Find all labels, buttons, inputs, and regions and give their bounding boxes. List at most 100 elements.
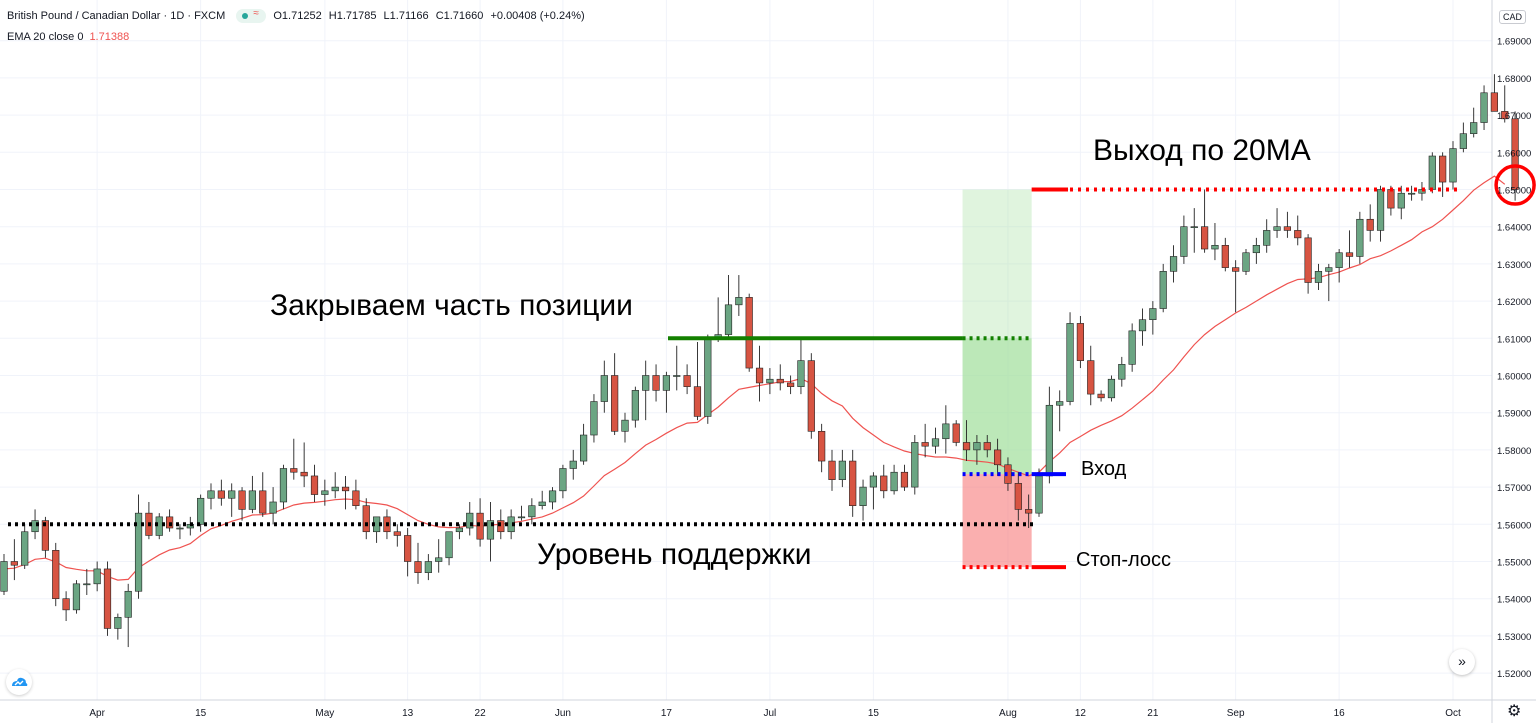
candle-up <box>1376 185 1385 242</box>
candle-up <box>1149 301 1157 335</box>
candle-body <box>1056 401 1064 406</box>
price-axis[interactable]: 1.52000 1.53000 1.54000 1.55000 1.56000 1.570… <box>1497 37 1531 680</box>
candle-body <box>590 401 598 436</box>
position-zones <box>962 189 1032 568</box>
candle-body <box>652 375 660 391</box>
market-status-badge[interactable]: ≈ <box>236 8 267 23</box>
candle-body <box>290 468 298 473</box>
candle-down <box>818 423 826 473</box>
candle-body <box>517 516 526 519</box>
candle-body <box>797 360 805 387</box>
candle-up <box>631 386 639 428</box>
candle-up <box>1066 312 1074 406</box>
time-tick-label: 22 <box>475 708 487 719</box>
candle-down <box>683 364 691 395</box>
candle-down <box>217 479 225 506</box>
candle-up <box>1118 356 1126 387</box>
candle-body <box>404 535 412 562</box>
chart-legend: British Pound / Canadian Dollar · 1D · F… <box>7 8 589 23</box>
time-tick-label: Aug <box>999 708 1017 719</box>
candle-up <box>228 483 236 517</box>
candle-body <box>197 497 205 525</box>
ema-20-line <box>3 175 1506 581</box>
candle-body <box>1149 308 1157 321</box>
candle-up <box>714 297 722 343</box>
candle-up <box>1242 249 1250 276</box>
time-tick-label: 13 <box>402 708 414 719</box>
candle-up <box>579 423 588 465</box>
candle-body <box>393 531 401 536</box>
candle-body <box>217 490 225 499</box>
candle-body <box>1314 271 1323 283</box>
candle-body <box>10 561 18 566</box>
candle-down <box>880 464 888 499</box>
support-label: Уровень поддержки <box>537 538 812 571</box>
symbol-title[interactable]: British Pound / Canadian Dollar · 1D · F… <box>7 9 226 22</box>
price-tick-label: 1.59000 <box>1497 409 1531 420</box>
candle-down <box>1232 260 1240 313</box>
candle-up <box>538 490 546 510</box>
candle-body <box>993 449 1002 466</box>
candle-body <box>662 375 670 391</box>
candle-down <box>1501 85 1509 123</box>
time-tick-label: Jun <box>555 708 571 719</box>
candle-up <box>1128 323 1136 372</box>
candle-body <box>486 520 495 540</box>
time-tick-label: Apr <box>89 708 105 719</box>
candle-down <box>745 293 753 372</box>
candle-down <box>1304 234 1312 294</box>
candle-up <box>1107 375 1116 402</box>
candle-down <box>652 364 660 402</box>
candle-body <box>1118 364 1126 380</box>
tradingview-logo[interactable] <box>6 669 32 695</box>
candle-up <box>1273 208 1281 238</box>
candle-body <box>1201 226 1209 250</box>
candle-body <box>1273 226 1281 231</box>
scroll-to-realtime-button[interactable]: » <box>1449 649 1475 675</box>
candle-up <box>548 487 557 510</box>
candle-down <box>1014 472 1022 521</box>
exit-label: Выход по 20MA <box>1093 134 1311 167</box>
candle-up <box>859 479 867 521</box>
candle-body <box>476 512 484 540</box>
candle-down <box>103 561 112 636</box>
candle-body <box>1138 319 1147 332</box>
candle-up <box>435 539 443 573</box>
candle-up <box>797 338 805 395</box>
candle-body <box>41 520 49 551</box>
candle-body <box>1449 148 1457 183</box>
candle-body <box>1501 111 1509 120</box>
candle-up <box>486 501 495 562</box>
candle-down <box>693 342 702 421</box>
candle-down <box>1345 230 1354 268</box>
candle-down <box>755 345 764 402</box>
ema-legend[interactable]: EMA 20 close 0 1.71388 <box>7 31 129 43</box>
candle-body <box>952 423 960 443</box>
candle-body <box>93 568 101 585</box>
candle-up <box>600 360 608 413</box>
price-tick-label: 1.62000 <box>1497 297 1531 308</box>
candle-body <box>238 490 246 510</box>
candle-body <box>890 471 898 492</box>
candle-body <box>1335 252 1343 268</box>
candle-body <box>683 375 691 387</box>
candle-up <box>1325 263 1333 302</box>
candle-body <box>921 442 929 447</box>
currency-badge[interactable]: CAD <box>1498 10 1526 24</box>
time-axis[interactable]: Apr 15 May 13 22 Jun 17 Jul 15 Aug 12 21 Sep 16 Oct <box>89 708 1461 719</box>
gear-icon[interactable]: ⚙ <box>1507 703 1522 720</box>
candle-body <box>1376 189 1385 231</box>
candle-down <box>1366 204 1374 242</box>
candle-body <box>103 568 112 629</box>
candle-up <box>973 435 981 465</box>
candle-body <box>983 442 991 451</box>
candle-down <box>362 498 370 540</box>
time-tick-label: May <box>315 708 334 719</box>
candle-body <box>828 460 836 480</box>
time-tick-label: 16 <box>1334 708 1346 719</box>
candle-body <box>786 382 795 387</box>
candle-up <box>1408 185 1416 201</box>
candle-up <box>1180 215 1188 264</box>
candle-up <box>1169 245 1178 283</box>
